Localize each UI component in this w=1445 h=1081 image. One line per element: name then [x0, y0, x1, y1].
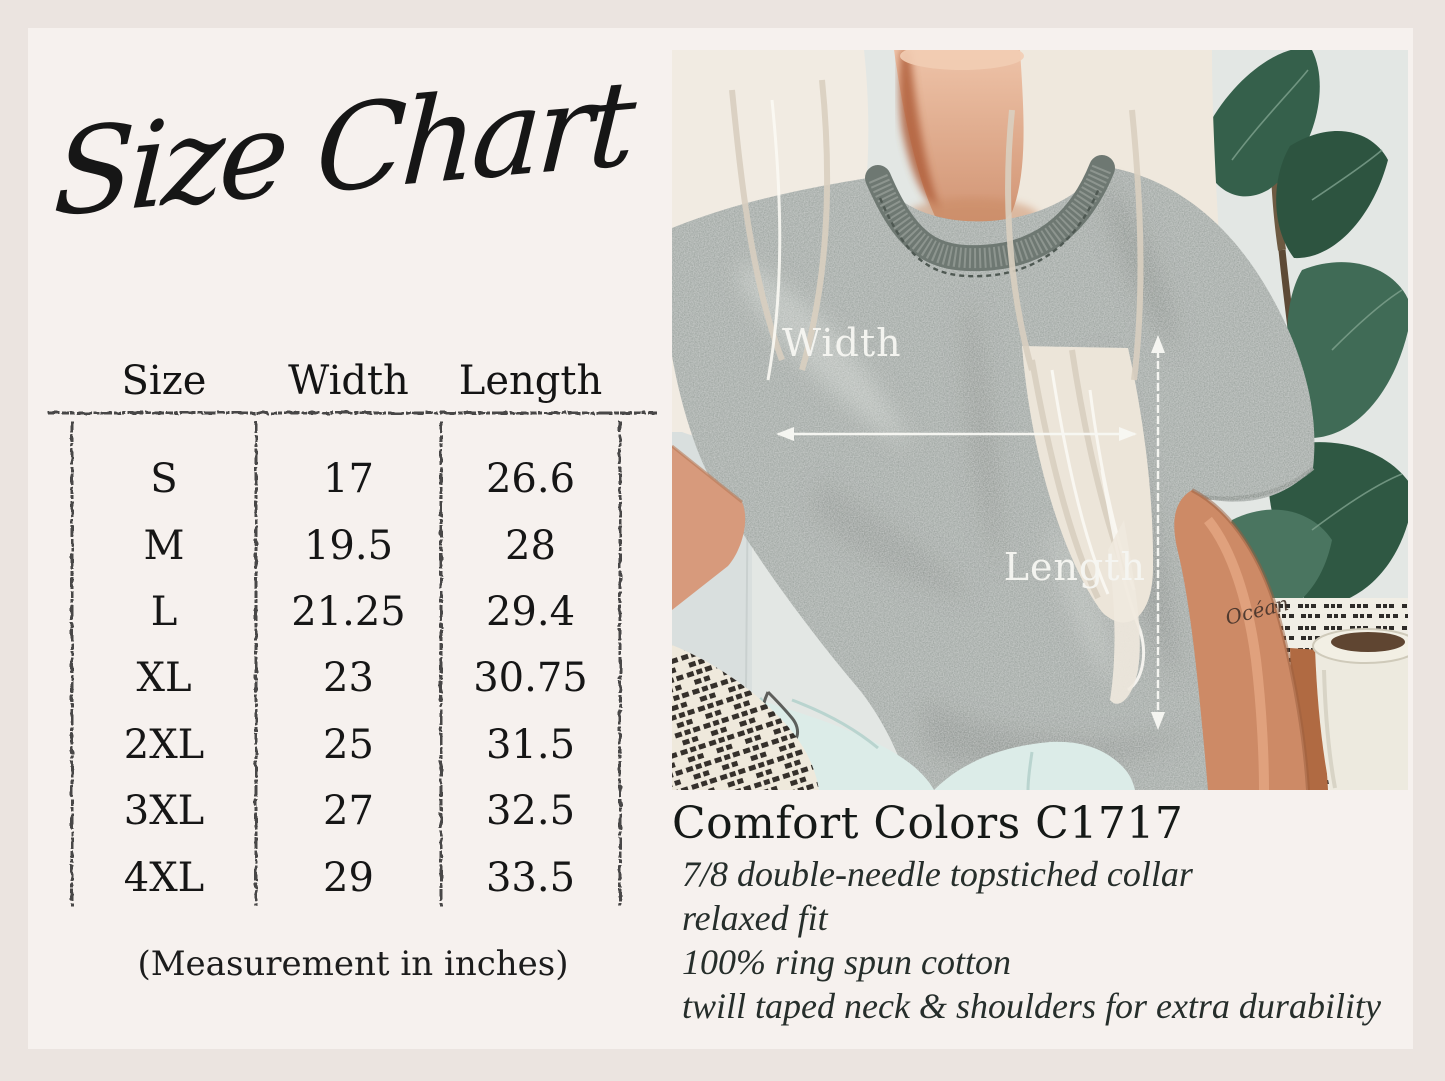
product-name: Comfort Colors C1717: [672, 798, 1184, 849]
table-cell-size: 2XL: [123, 721, 205, 768]
patterned-blanket: [672, 645, 819, 790]
size-table-header: Size Width Length: [72, 350, 620, 412]
ribbed-collar: [865, 155, 1115, 278]
plant: [1200, 50, 1408, 617]
table-cell-width: 23: [323, 655, 374, 702]
table-cell-size: L: [150, 589, 178, 636]
product-features: 7/8 double-needle topstiched collar relax…: [682, 852, 1427, 1028]
measurement-note: (Measurement in inches): [137, 944, 569, 984]
table-row: 3XL 27 32.5: [72, 778, 620, 844]
table-row: M 19.5 28: [72, 512, 620, 578]
size-table-body: S 17 26.6 M 19.5 28 L 21.25 29.4 XL 23 30.75 2XL 25 31…: [72, 446, 620, 911]
table-cell-width: 21.25: [291, 589, 406, 636]
hair-front: [729, 79, 1154, 704]
product-feature-line: twill taped neck & shoulders for extra d…: [682, 986, 1381, 1026]
table-cell-length: 26.6: [485, 456, 576, 503]
table-cell-width: 29: [323, 854, 374, 901]
table-cell-length: 30.75: [473, 655, 588, 702]
table-cell-length: 31.5: [485, 721, 576, 768]
right-arm: Océan: [1174, 488, 1310, 790]
col-header-length: Length: [458, 358, 603, 404]
table-cell-width: 25: [323, 721, 374, 768]
product-feature-line: 100% ring spun cotton: [682, 942, 1011, 982]
table-cell-size: 3XL: [123, 788, 205, 835]
product-feature-line: 7/8 double-needle topstiched collar: [682, 854, 1193, 894]
product-feature-line: relaxed fit: [682, 898, 828, 938]
table-row: S 17 26.6: [72, 446, 620, 512]
white-pot: [1312, 628, 1408, 790]
model-photo: Océan Width Length: [672, 50, 1408, 790]
width-arrow-label: Width: [782, 321, 902, 365]
table-cell-size: M: [143, 522, 185, 569]
table-row: 2XL 25 31.5: [72, 712, 620, 778]
table-cell-length: 28: [505, 522, 556, 569]
table-row: 4XL 29 33.5: [72, 845, 620, 911]
table-cell-width: 27: [323, 788, 374, 835]
table-row: XL 23 30.75: [72, 645, 620, 711]
left-arm: [672, 446, 746, 610]
table-cell-width: 17: [323, 456, 374, 503]
measurement-arrows: Width Length: [776, 321, 1165, 730]
table-cell-length: 33.5: [485, 854, 576, 901]
table-cell-width: 19.5: [303, 522, 394, 569]
col-header-size: Size: [121, 358, 207, 404]
table-row: L 21.25 29.4: [72, 579, 620, 645]
length-arrow-label: Length: [1004, 545, 1146, 589]
table-cell-size: 4XL: [123, 854, 205, 901]
table-cell-length: 32.5: [485, 788, 576, 835]
table-cell-size: S: [150, 456, 178, 503]
table-cell-length: 29.4: [485, 589, 576, 636]
col-header-width: Width: [288, 358, 409, 404]
table-cell-size: XL: [136, 655, 192, 702]
